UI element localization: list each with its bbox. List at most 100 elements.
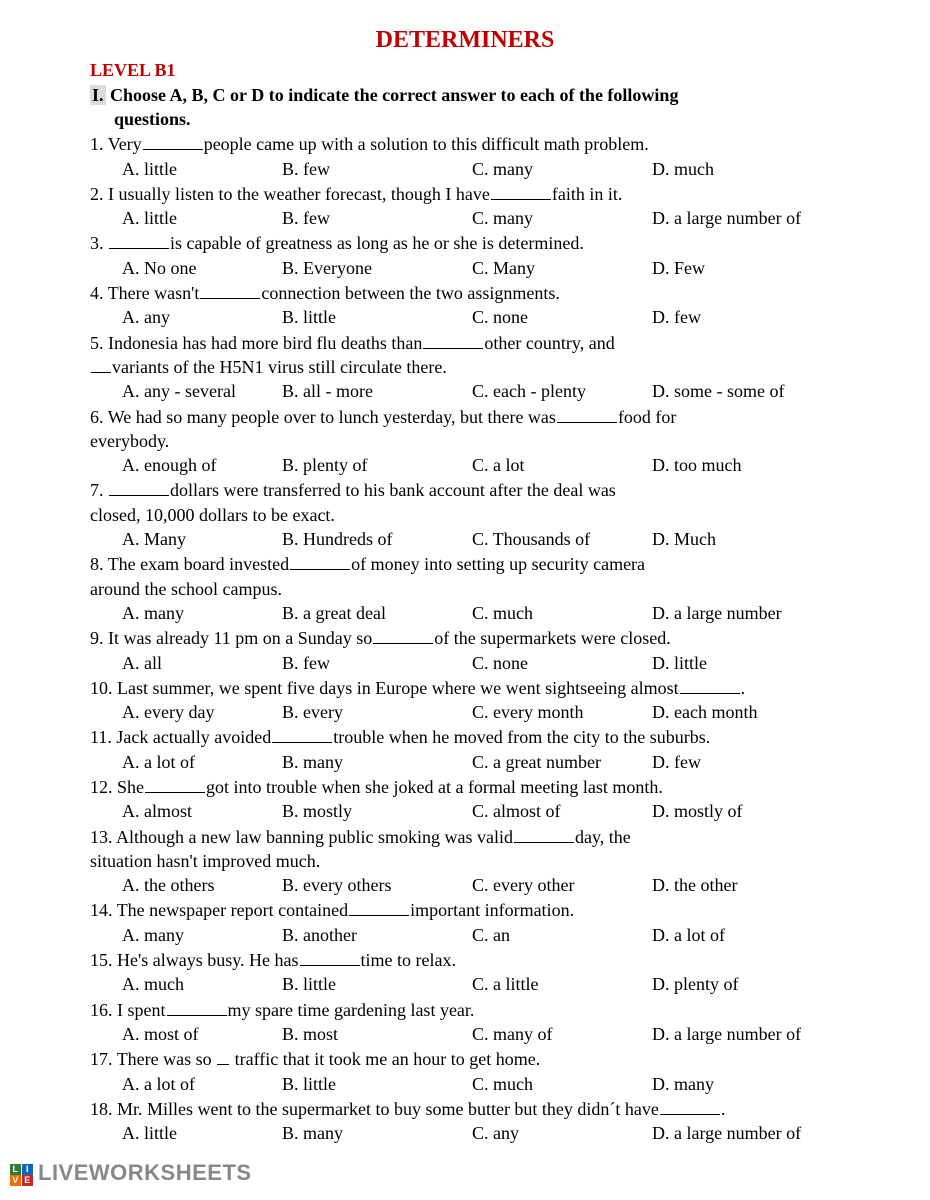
option-a[interactable]: A. many bbox=[122, 923, 282, 947]
option-d[interactable]: D. a large number of bbox=[652, 1121, 801, 1145]
option-d[interactable]: D. mostly of bbox=[652, 799, 743, 823]
option-c[interactable]: C. a little bbox=[472, 972, 652, 996]
option-c[interactable]: C. a lot bbox=[472, 453, 652, 477]
option-a[interactable]: A. a lot of bbox=[122, 1072, 282, 1096]
option-b[interactable]: B. Hundreds of bbox=[282, 527, 472, 551]
question-stem: 2. I usually listen to the weather forec… bbox=[90, 182, 840, 206]
question-number: 12. bbox=[90, 777, 113, 797]
option-b[interactable]: B. plenty of bbox=[282, 453, 472, 477]
option-d[interactable]: D. many bbox=[652, 1072, 714, 1096]
stem-pre: There was so bbox=[117, 1049, 216, 1069]
option-b[interactable]: B. many bbox=[282, 1121, 472, 1145]
question-number: 16. bbox=[90, 1000, 113, 1020]
option-d[interactable]: D. few bbox=[652, 750, 701, 774]
option-c[interactable]: C. almost of bbox=[472, 799, 652, 823]
option-a[interactable]: A. almost bbox=[122, 799, 282, 823]
option-b[interactable]: B. few bbox=[282, 206, 472, 230]
option-b[interactable]: B. every bbox=[282, 700, 472, 724]
option-b[interactable]: B. mostly bbox=[282, 799, 472, 823]
option-d[interactable]: D. some - some of bbox=[652, 379, 784, 403]
question-stem: 15. He's always busy. He hastime to rela… bbox=[90, 948, 840, 972]
option-c[interactable]: C. none bbox=[472, 651, 652, 675]
option-a[interactable]: A. all bbox=[122, 651, 282, 675]
stem-pre: I spent bbox=[117, 1000, 166, 1020]
stem-post: time to relax. bbox=[361, 950, 456, 970]
option-c[interactable]: C. much bbox=[472, 1072, 652, 1096]
question-stem: 10. Last summer, we spent five days in E… bbox=[90, 676, 840, 700]
option-d[interactable]: D. a large number of bbox=[652, 1022, 801, 1046]
option-a[interactable]: A. much bbox=[122, 972, 282, 996]
option-d[interactable]: D. Much bbox=[652, 527, 716, 551]
option-a[interactable]: A. enough of bbox=[122, 453, 282, 477]
option-a[interactable]: A. every day bbox=[122, 700, 282, 724]
question-number: 1. bbox=[90, 134, 104, 154]
question-number: 11. bbox=[90, 727, 112, 747]
option-d[interactable]: D. the other bbox=[652, 873, 737, 897]
stem-post: got into trouble when she joked at a for… bbox=[206, 777, 663, 797]
option-c[interactable]: C. much bbox=[472, 601, 652, 625]
option-c[interactable]: C. none bbox=[472, 305, 652, 329]
option-d[interactable]: D. little bbox=[652, 651, 707, 675]
option-d[interactable]: D. few bbox=[652, 305, 701, 329]
option-a[interactable]: A. No one bbox=[122, 256, 282, 280]
option-d[interactable]: D. a large number bbox=[652, 601, 782, 625]
option-d[interactable]: D. a lot of bbox=[652, 923, 725, 947]
option-a[interactable]: A. any - several bbox=[122, 379, 282, 403]
option-b[interactable]: B. every others bbox=[282, 873, 472, 897]
option-d[interactable]: D. much bbox=[652, 157, 714, 181]
option-b[interactable]: B. a great deal bbox=[282, 601, 472, 625]
stem-pre: It was already 11 pm on a Sunday so bbox=[108, 628, 372, 648]
option-c[interactable]: C. an bbox=[472, 923, 652, 947]
option-b[interactable]: B. few bbox=[282, 651, 472, 675]
option-b[interactable]: B. few bbox=[282, 157, 472, 181]
option-b[interactable]: B. another bbox=[282, 923, 472, 947]
option-c[interactable]: C. many bbox=[472, 206, 652, 230]
option-d[interactable]: D. too much bbox=[652, 453, 742, 477]
option-d[interactable]: D. a large number of bbox=[652, 206, 801, 230]
option-c[interactable]: C. every other bbox=[472, 873, 652, 897]
question-number: 18. bbox=[90, 1099, 113, 1119]
option-c[interactable]: C. Many bbox=[472, 256, 652, 280]
stem-pre: We had so many people over to lunch yest… bbox=[108, 407, 556, 427]
options-row: A. every dayB. everyC. every monthD. eac… bbox=[122, 700, 840, 724]
option-a[interactable]: A. the others bbox=[122, 873, 282, 897]
stem-post: important information. bbox=[410, 900, 574, 920]
option-a[interactable]: A. little bbox=[122, 1121, 282, 1145]
option-b[interactable]: B. all - more bbox=[282, 379, 472, 403]
option-b[interactable]: B. little bbox=[282, 1072, 472, 1096]
option-b[interactable]: B. little bbox=[282, 305, 472, 329]
option-a[interactable]: A. little bbox=[122, 157, 282, 181]
question: 10. Last summer, we spent five days in E… bbox=[90, 676, 840, 725]
option-c[interactable]: C. a great number bbox=[472, 750, 652, 774]
option-a[interactable]: A. many bbox=[122, 601, 282, 625]
question-stem-line2: around the school campus. bbox=[90, 577, 840, 601]
stem-post: traffic that it took me an hour to get h… bbox=[230, 1049, 540, 1069]
option-a[interactable]: A. a lot of bbox=[122, 750, 282, 774]
question-stem: 9. It was already 11 pm on a Sunday soof… bbox=[90, 626, 840, 650]
option-d[interactable]: D. plenty of bbox=[652, 972, 738, 996]
options-row: A. littleB. fewC. manyD. a large number … bbox=[122, 206, 840, 230]
option-d[interactable]: D. each month bbox=[652, 700, 757, 724]
stem-pre: Mr. Milles went to the supermarket to bu… bbox=[117, 1099, 659, 1119]
option-b[interactable]: B. most bbox=[282, 1022, 472, 1046]
option-a[interactable]: A. little bbox=[122, 206, 282, 230]
option-b[interactable]: B. little bbox=[282, 972, 472, 996]
option-d[interactable]: D. Few bbox=[652, 256, 705, 280]
stem-pre: She bbox=[117, 777, 144, 797]
option-c[interactable]: C. every month bbox=[472, 700, 652, 724]
options-row: A. littleB. fewC. manyD. much bbox=[122, 157, 840, 181]
option-c[interactable]: C. Thousands of bbox=[472, 527, 652, 551]
option-b[interactable]: B. many bbox=[282, 750, 472, 774]
instruction-text-2: questions. bbox=[114, 107, 840, 131]
question-stem-line2: variants of the H5N1 virus still circula… bbox=[90, 355, 840, 379]
option-b[interactable]: B. Everyone bbox=[282, 256, 472, 280]
option-c[interactable]: C. any bbox=[472, 1121, 652, 1145]
option-c[interactable]: C. many of bbox=[472, 1022, 652, 1046]
option-c[interactable]: C. many bbox=[472, 157, 652, 181]
question-number: 13. bbox=[90, 827, 113, 847]
option-a[interactable]: A. most of bbox=[122, 1022, 282, 1046]
stem-post: of money into setting up security camera bbox=[351, 554, 645, 574]
option-a[interactable]: A. any bbox=[122, 305, 282, 329]
option-c[interactable]: C. each - plenty bbox=[472, 379, 652, 403]
option-a[interactable]: A. Many bbox=[122, 527, 282, 551]
